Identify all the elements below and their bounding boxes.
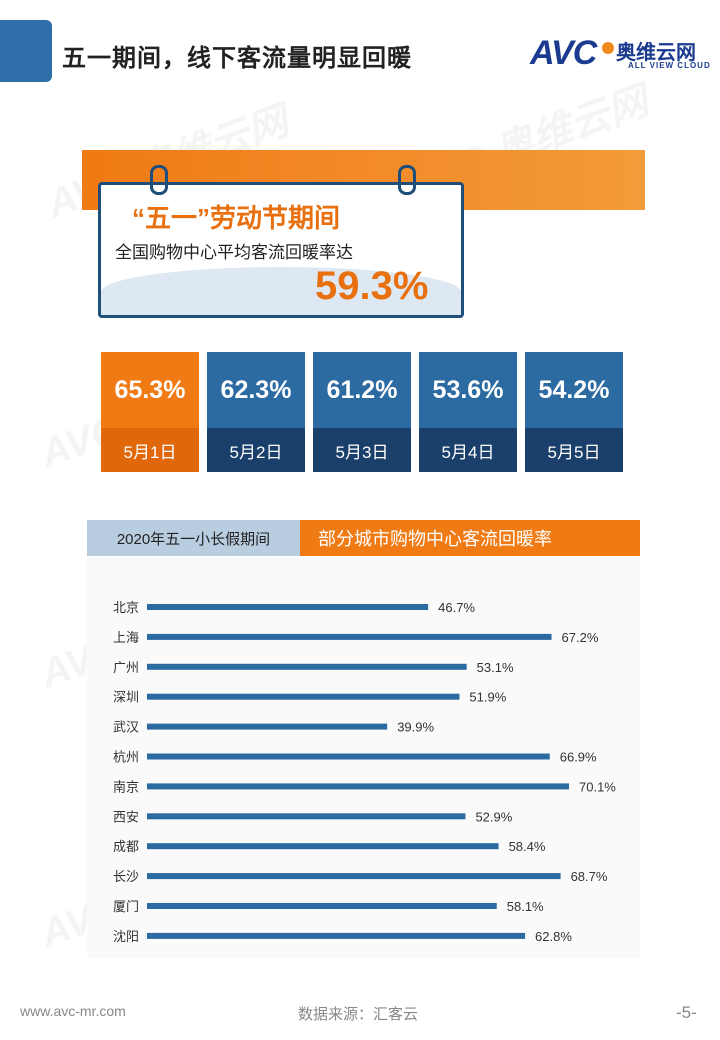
page-title: 五一期间，线下客流量明显回暖 <box>62 45 412 72</box>
day-card: 62.3% 5月2日 <box>207 352 305 472</box>
logo-name-cn: 奥维云网 <box>616 42 696 64</box>
data-label: 62.8% <box>535 929 572 944</box>
data-label: 46.7% <box>438 600 475 615</box>
day-label: 5月5日 <box>525 428 623 472</box>
footer-source: 数据来源：汇客云 <box>298 1006 419 1023</box>
category-label: 西安 <box>113 810 139 825</box>
day-label: 5月4日 <box>419 428 517 472</box>
data-label: 58.4% <box>509 839 546 854</box>
hero-wave-decoration <box>101 267 461 315</box>
category-label: 南京 <box>113 779 139 795</box>
city-bar-chart: 北京 46.7% 上海 67.2% 广州 53.1% 深圳 51.9% 武汉 39.9% 杭州 66.… <box>113 600 616 945</box>
bar <box>147 604 429 610</box>
hero-card <box>98 182 464 318</box>
logo-brand: AVC <box>530 34 597 72</box>
day-label: 5月2日 <box>207 428 305 472</box>
hero-value: 59.3% <box>315 264 429 308</box>
day-card: 54.2% 5月5日 <box>525 352 623 472</box>
day-label: 5月3日 <box>313 428 411 472</box>
category-label: 上海 <box>113 631 139 646</box>
footer-website[interactable]: www.avc-mr.com <box>20 1003 126 1019</box>
data-label: 67.2% <box>562 630 599 645</box>
day-value: 65.3% <box>101 352 199 428</box>
category-label: 长沙 <box>113 870 139 885</box>
bar <box>147 633 552 640</box>
logo-dot-icon <box>602 42 614 54</box>
category-label: 杭州 <box>113 751 139 766</box>
logo-name-en: ALL VIEW CLOUD <box>628 61 711 70</box>
data-label: 39.9% <box>397 720 434 735</box>
header-accent-block <box>0 20 52 82</box>
bar <box>147 723 388 730</box>
day-value: 61.2% <box>313 352 411 428</box>
data-label: 52.9% <box>475 809 512 824</box>
day-value: 53.6% <box>419 352 517 428</box>
day-card: 65.3% 5月1日 <box>101 352 199 472</box>
bar <box>147 663 467 670</box>
bar <box>147 813 466 820</box>
bar <box>147 843 499 850</box>
day-card: 53.6% 5月4日 <box>419 352 517 472</box>
section-label-period: 2020年五一小长假期间 <box>87 520 300 556</box>
day-card: 61.2% 5月3日 <box>313 352 411 472</box>
day-label: 5月1日 <box>101 428 199 472</box>
data-label: 66.9% <box>560 750 597 765</box>
bar <box>147 693 460 700</box>
bar <box>147 903 497 909</box>
category-label: 深圳 <box>113 691 139 706</box>
section-label-title: 部分城市购物中心客流回暖率 <box>300 520 640 556</box>
hero-subtitle: 全国购物中心平均客流回暖率达 <box>115 243 353 262</box>
calendar-ring-icon <box>150 165 168 195</box>
calendar-ring-icon <box>398 165 416 195</box>
page-number: -5- <box>676 1003 697 1022</box>
bar <box>147 932 526 939</box>
day-value: 62.3% <box>207 352 305 428</box>
data-label: 70.1% <box>579 779 616 794</box>
bar <box>147 873 561 880</box>
category-label: 厦门 <box>113 900 139 915</box>
day-value: 54.2% <box>525 352 623 428</box>
bar <box>147 783 569 790</box>
hero-title: “五一”劳动节期间 <box>132 203 341 233</box>
category-label: 沈阳 <box>113 930 139 945</box>
data-label: 68.7% <box>571 869 608 884</box>
data-label: 51.9% <box>469 690 506 705</box>
brand-logo: AVC 奥维云网 ALL VIEW CLOUD <box>530 34 715 74</box>
category-label: 北京 <box>113 601 139 616</box>
category-label: 广州 <box>113 661 139 676</box>
data-label: 53.1% <box>477 660 514 675</box>
bar <box>147 753 550 760</box>
data-label: 58.1% <box>507 899 544 914</box>
category-label: 武汉 <box>113 721 139 736</box>
category-label: 成都 <box>113 840 139 855</box>
